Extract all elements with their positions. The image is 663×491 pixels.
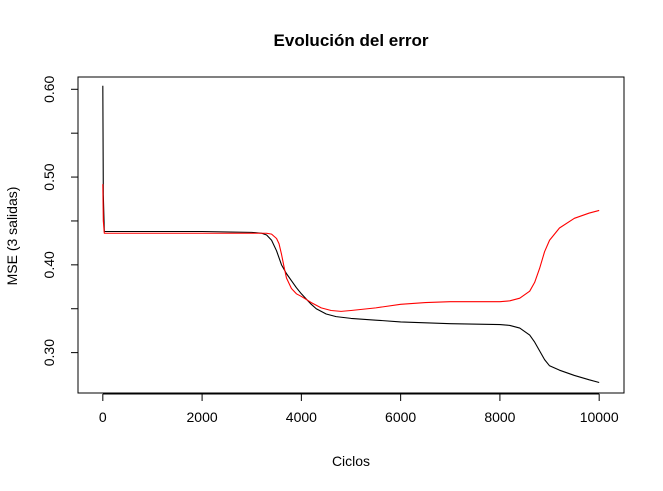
x-axis-label: Ciclos bbox=[332, 453, 370, 469]
y-tick-label: 0.40 bbox=[41, 251, 57, 278]
y-axis: 0.30 0.40 0.50 0.60 bbox=[41, 75, 79, 366]
x-tick-label: 8000 bbox=[484, 409, 515, 425]
series-line-2 bbox=[102, 184, 600, 312]
series-layer bbox=[102, 85, 600, 384]
x-tick-label: 2000 bbox=[187, 409, 218, 425]
x-tick-label: 0 bbox=[99, 409, 107, 425]
x-tick-label: 6000 bbox=[385, 409, 416, 425]
series-line-1 bbox=[102, 85, 600, 384]
y-tick-label: 0.50 bbox=[41, 163, 57, 190]
y-tick-label: 0.60 bbox=[41, 75, 57, 102]
x-tick-label: 10000 bbox=[580, 409, 619, 425]
plot-area-frame bbox=[77, 76, 625, 394]
y-axis-label: MSE (3 salidas) bbox=[4, 187, 20, 286]
x-axis: 0 2000 4000 6000 8000 10000 bbox=[99, 393, 619, 425]
y-tick-label: 0.30 bbox=[41, 339, 57, 366]
chart-title: Evolución del error bbox=[274, 31, 429, 50]
x-tick-label: 4000 bbox=[286, 409, 317, 425]
